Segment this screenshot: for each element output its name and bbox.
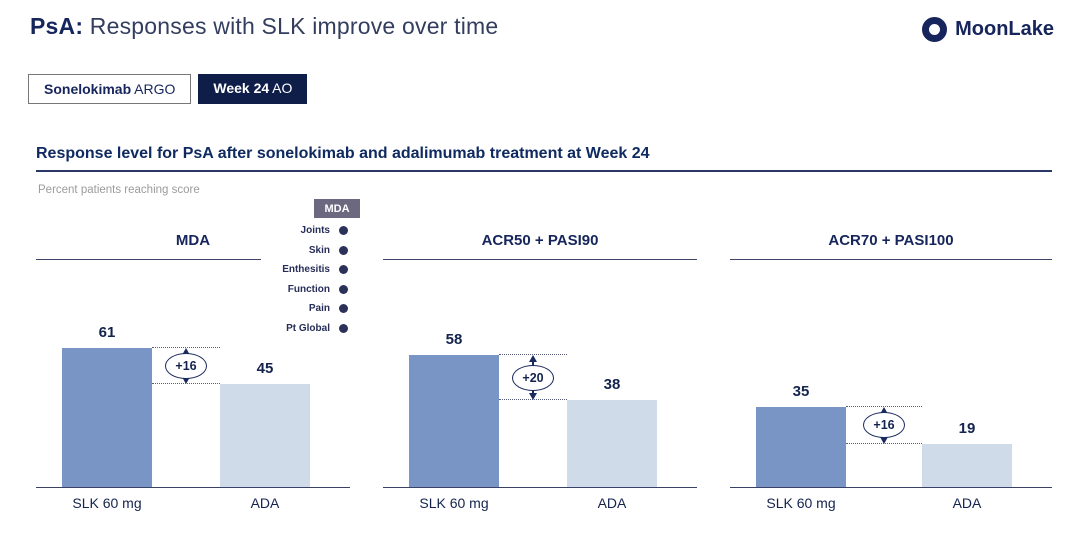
charts-row: MDA 61 45 +16 SLK 60 mg ADA ACR50 + PASI90 58 38…	[36, 232, 1052, 517]
bar-value-label: 19	[958, 419, 976, 437]
arrow-down-icon	[528, 393, 537, 401]
bar-value-label: 45	[256, 360, 274, 378]
bar-ada	[922, 443, 1012, 487]
bar-ada	[567, 400, 657, 487]
tab-label-bold: Sonelokimab	[44, 81, 132, 97]
category-label: ADA	[952, 495, 982, 511]
page-title-prefix: PsA:	[30, 13, 84, 39]
arrow-down-icon	[879, 436, 888, 444]
axis-caption: Percent patients reaching score	[38, 184, 200, 196]
tab-label-rest: AO	[272, 80, 293, 96]
legend-item-label: Pain	[308, 303, 330, 315]
chart-title-underline	[36, 259, 350, 260]
arrow-up-icon	[181, 347, 190, 355]
bar-value-label: 61	[98, 323, 116, 341]
chart-title: ACR50 + PASI90	[481, 232, 599, 249]
bar-slk	[62, 347, 152, 487]
diff-dotted-line	[152, 346, 220, 348]
legend-item-label: Pt Global	[286, 322, 330, 334]
diff-badge: +20	[512, 364, 554, 391]
legend-item: Function	[261, 280, 362, 300]
legend-item-label: Function	[287, 283, 330, 295]
legend-item: Enthesitis	[261, 260, 362, 280]
mda-legend-header: MDA	[314, 199, 360, 218]
x-axis-line	[730, 487, 1052, 488]
moonlake-logo: MoonLake	[922, 17, 1054, 42]
arrow-up-icon	[879, 407, 888, 415]
page-title-text: Responses with SLK improve over time	[89, 13, 499, 39]
page-title: PsA: Responses with SLK improve over tim…	[30, 13, 498, 40]
tab-sonelokimab-argo[interactable]: Sonelokimab ARGO	[28, 74, 192, 104]
tab-label-bold: Week 24	[213, 80, 270, 96]
category-label: ADA	[250, 495, 280, 511]
tab-bar: Sonelokimab ARGO Week 24 AO	[28, 74, 308, 104]
legend-item: Pain	[261, 299, 362, 319]
x-axis-line	[36, 487, 350, 488]
bar-value-label: 35	[792, 383, 810, 401]
diff-dotted-line	[846, 406, 922, 408]
legend-dot-icon	[339, 284, 348, 294]
legend-item-label: Skin	[308, 244, 330, 256]
legend-dot-icon	[339, 265, 348, 275]
bar-value-label: 38	[603, 376, 621, 394]
chart-title-underline	[730, 259, 1052, 260]
category-label: ADA	[597, 495, 627, 511]
mda-legend: MDA Joints Skin Enthesitis Function Pain Pt G…	[261, 199, 362, 338]
mda-legend-items: Joints Skin Enthesitis Function Pain Pt Globa…	[261, 221, 362, 338]
diff-badge: +16	[863, 412, 905, 439]
bar-slk	[409, 354, 499, 487]
tab-label-rest: ARGO	[134, 81, 176, 97]
legend-item-label: Joints	[300, 225, 330, 237]
moonlake-logo-text: MoonLake	[955, 18, 1054, 40]
arrow-down-icon	[181, 377, 190, 385]
legend-item: Skin	[261, 241, 362, 261]
chart-title: ACR70 + PASI100	[828, 232, 954, 249]
category-label: SLK 60 mg	[766, 495, 836, 511]
chart-title-underline	[383, 259, 697, 260]
moonlake-logo-icon	[922, 17, 948, 42]
legend-dot-icon	[339, 245, 348, 255]
legend-dot-icon	[339, 304, 348, 314]
chart-mda: MDA 61 45 +16 SLK 60 mg ADA	[36, 232, 350, 517]
arrow-up-icon	[528, 354, 537, 362]
legend-item-label: Enthesitis	[282, 264, 330, 276]
legend-item: Pt Global	[261, 319, 362, 339]
category-label: SLK 60 mg	[72, 495, 142, 511]
section-divider	[36, 170, 1052, 172]
section-heading: Response level for PsA after sonelokimab…	[36, 145, 650, 162]
chart-acr50-pasi90: ACR50 + PASI90 58 38 +20 SLK 60 mg ADA	[383, 232, 697, 517]
legend-dot-icon	[339, 226, 348, 236]
diff-badge: +16	[165, 353, 207, 380]
legend-dot-icon	[339, 323, 348, 333]
category-label: SLK 60 mg	[419, 495, 489, 511]
tab-week24-ao[interactable]: Week 24 AO	[198, 74, 308, 104]
chart-acr70-pasi100: ACR70 + PASI100 35 19 +16 SLK 60 mg ADA	[730, 232, 1052, 517]
chart-title: MDA	[175, 232, 211, 249]
bar-ada	[220, 384, 310, 487]
legend-item: Joints	[261, 221, 362, 241]
bar-slk	[756, 407, 846, 487]
x-axis-line	[383, 487, 697, 488]
diff-dotted-line	[499, 353, 567, 355]
bar-value-label: 58	[445, 330, 463, 348]
